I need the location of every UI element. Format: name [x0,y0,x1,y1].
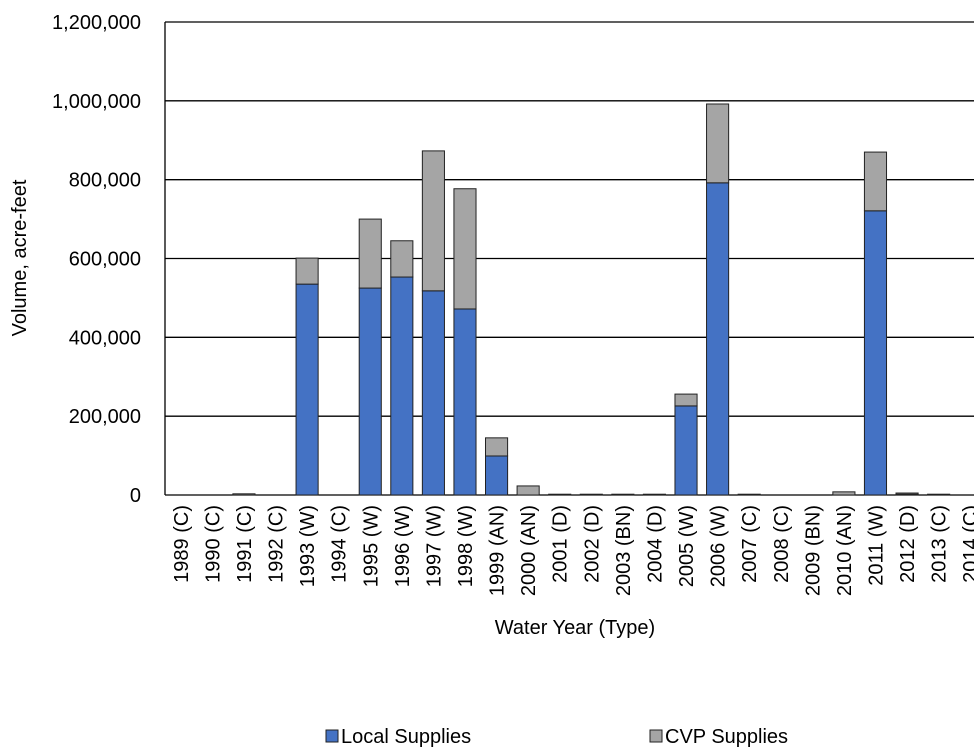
x-tick-label: 1993 (W) [297,505,319,587]
x-tick-label: 1990 (C) [202,505,224,583]
bar-segment [485,455,509,496]
bar-segment [516,485,540,496]
legend-label: CVP Supplies [665,726,788,748]
bar-segment [863,210,888,496]
bar-segment [390,240,414,278]
x-tick-label: 1998 (W) [455,505,477,587]
x-tick-label: 1992 (C) [266,505,288,583]
y-tick-label: 600,000 [69,249,141,271]
y-tick-label: 400,000 [69,327,141,349]
bar-segment [453,308,477,496]
x-tick-label: 1991 (C) [234,505,256,583]
bar-segment [295,283,319,496]
bar-segment [737,493,761,496]
y-tick-label: 0 [130,485,141,507]
bar-segment [706,182,730,496]
bar-segment [674,405,698,496]
bar-segment [485,437,509,457]
x-tick-label: 1996 (W) [392,505,414,587]
bar-segment [706,103,730,184]
x-tick-label: 1997 (W) [423,505,445,587]
x-tick-label: 2008 (C) [771,505,793,583]
x-tick-label: 2010 (AN) [834,505,856,596]
bar-segment [232,493,256,496]
bar-segment [358,287,382,496]
y-axis-label: Volume, acre-feet [9,179,31,336]
bar-segment [295,257,319,285]
x-tick-label: 2002 (D) [581,505,603,583]
x-tick-label: 2001 (D) [550,505,572,583]
bar-segment [611,493,635,496]
x-tick-label: 2004 (D) [644,505,666,583]
x-tick-label: 2003 (BN) [613,505,635,596]
y-tick-label: 1,000,000 [52,91,141,113]
legend-label: Local Supplies [341,726,471,748]
x-tick-label: 2000 (AN) [518,505,540,596]
x-tick-label: 1995 (W) [360,505,382,587]
x-tick-label: 2009 (BN) [802,505,824,596]
x-tick-label: 2014 (C) [960,505,974,583]
x-tick-label: 2013 (C) [929,505,951,583]
bar-segment [579,493,603,496]
x-tick-label: 2011 (W) [865,505,887,586]
bar-segment [390,276,414,496]
legend-swatch [649,729,663,743]
bar-segment [642,493,666,496]
x-tick-label: 2007 (C) [739,505,761,583]
x-tick-label: 2006 (W) [708,505,730,587]
bar-segment [832,491,856,496]
bar-segment [895,492,919,495]
y-tick-label: 1,200,000 [52,12,141,34]
x-tick-label: 2005 (W) [676,505,698,587]
x-tick-label: 1989 (C) [171,505,193,583]
x-tick-label: 1999 (AN) [487,505,509,596]
bar-segment [927,493,951,496]
bar-segment [358,218,382,289]
bar-segment [421,150,445,292]
bar-segment [421,290,445,496]
bar-segment [548,493,572,496]
x-axis-label: Water Year (Type) [495,617,655,639]
bar-segment [863,151,888,212]
bar-segment [674,393,698,407]
y-tick-label: 200,000 [69,406,141,428]
bar-segment [453,188,477,310]
legend-swatch [325,729,339,743]
y-tick-label: 800,000 [69,170,141,192]
x-tick-label: 2012 (D) [897,505,919,583]
x-tick-label: 1994 (C) [329,505,351,583]
